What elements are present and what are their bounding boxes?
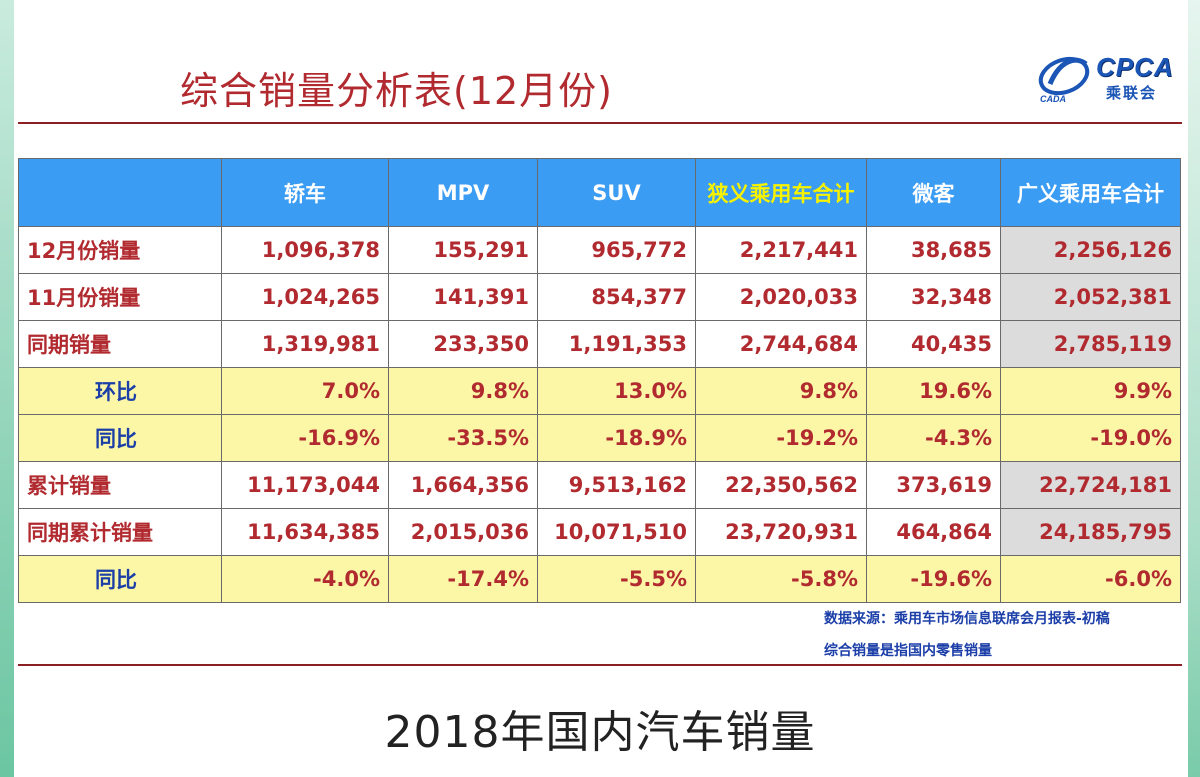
table-cell: -5.5% — [537, 555, 696, 603]
table-cell: 10,071,510 — [537, 508, 696, 556]
table-cell: 2,785,119 — [1000, 320, 1181, 368]
table-cell: 9.9% — [1000, 367, 1181, 415]
top-divider — [18, 122, 1182, 124]
table-cell: -18.9% — [537, 414, 696, 462]
table-cell: -4.0% — [221, 555, 389, 603]
header-cell-sedan: 轿车 — [221, 158, 389, 227]
table-row: 同期累计销量 11,634,385 2,015,036 10,071,510 2… — [18, 508, 1181, 556]
table-cell: 2,015,036 — [388, 508, 538, 556]
table-cell: 233,350 — [388, 320, 538, 368]
table-row: 12月份销量 1,096,378 155,291 965,772 2,217,4… — [18, 226, 1181, 274]
cpca-logo-icon: CADA — [1038, 56, 1090, 104]
table-cell: -33.5% — [388, 414, 538, 462]
row-label: 同比 — [18, 414, 222, 462]
table-cell: 141,391 — [388, 273, 538, 321]
row-label: 11月份销量 — [18, 273, 222, 321]
definition-note: 综合销量是指国内零售销量 — [824, 643, 992, 659]
table-cell: 1,319,981 — [221, 320, 389, 368]
table-cell: 2,744,684 — [695, 320, 867, 368]
bottom-divider — [18, 664, 1182, 666]
row-label: 同期累计销量 — [18, 508, 222, 556]
header-cell-narrow-total: 狭义乘用车合计 — [695, 158, 867, 227]
page-title: 综合销量分析表(12月份) — [180, 69, 614, 113]
table-cell: 1,191,353 — [537, 320, 696, 368]
table-cell: 11,634,385 — [221, 508, 389, 556]
table-cell: -19.2% — [695, 414, 867, 462]
row-label: 12月份销量 — [18, 226, 222, 274]
table-cell: 2,256,126 — [1000, 226, 1181, 274]
table-cell: -4.3% — [866, 414, 1001, 462]
left-accent-bar — [0, 0, 14, 777]
sales-analysis-table: 轿车 MPV SUV 狭义乘用车合计 微客 广义乘用车合计 12月份销量 1,0… — [18, 158, 1181, 603]
table-cell: 155,291 — [388, 226, 538, 274]
header-cell-broad-total: 广义乘用车合计 — [1000, 158, 1181, 227]
table-cell: 19.6% — [866, 367, 1001, 415]
header-cell-mpv: MPV — [388, 158, 538, 227]
table-cell: 373,619 — [866, 461, 1001, 509]
table-row: 累计销量 11,173,044 1,664,356 9,513,162 22,3… — [18, 461, 1181, 509]
table-cell: -16.9% — [221, 414, 389, 462]
logo-text: CPCA — [1096, 52, 1174, 82]
table-cell: 2,052,381 — [1000, 273, 1181, 321]
table-cell: 9.8% — [388, 367, 538, 415]
table-cell: -17.4% — [388, 555, 538, 603]
data-source-note: 数据来源：乘用车市场信息联席会月报表-初稿 — [824, 611, 1110, 627]
logo-mark-text: CADA — [1040, 94, 1066, 104]
table-cell: 7.0% — [221, 367, 389, 415]
table-cell: 965,772 — [537, 226, 696, 274]
table-cell: -5.8% — [695, 555, 867, 603]
table-cell: 24,185,795 — [1000, 508, 1181, 556]
table-cell: -19.6% — [866, 555, 1001, 603]
table-cell: 13.0% — [537, 367, 696, 415]
image-caption: 2018年国内汽车销量 — [384, 707, 816, 758]
table-cell: -19.0% — [1000, 414, 1181, 462]
table-cell: 1,664,356 — [388, 461, 538, 509]
header-cell-suv: SUV — [537, 158, 696, 227]
table-row: 同期销量 1,319,981 233,350 1,191,353 2,744,6… — [18, 320, 1181, 368]
table-cell: 22,724,181 — [1000, 461, 1181, 509]
table-header-row: 轿车 MPV SUV 狭义乘用车合计 微客 广义乘用车合计 — [18, 158, 1181, 227]
logo-cn-text: 乘联会 — [1106, 84, 1158, 102]
table-row: 同比 -16.9% -33.5% -18.9% -19.2% -4.3% -19… — [18, 414, 1181, 462]
table-cell: 9.8% — [695, 367, 867, 415]
table-row: 同比 -4.0% -17.4% -5.5% -5.8% -19.6% -6.0% — [18, 555, 1181, 603]
row-label: 累计销量 — [18, 461, 222, 509]
table-cell: -6.0% — [1000, 555, 1181, 603]
header-cell-blank — [18, 158, 222, 227]
table-cell: 23,720,931 — [695, 508, 867, 556]
cpca-logo: CADA CPCA 乘联会 — [1036, 50, 1186, 106]
table-cell: 2,020,033 — [695, 273, 867, 321]
table-cell: 854,377 — [537, 273, 696, 321]
header-cell-minivan: 微客 — [866, 158, 1001, 227]
table-cell: 11,173,044 — [221, 461, 389, 509]
row-label: 同期销量 — [18, 320, 222, 368]
table-cell: 9,513,162 — [537, 461, 696, 509]
table-cell: 32,348 — [866, 273, 1001, 321]
table-cell: 1,096,378 — [221, 226, 389, 274]
table-cell: 38,685 — [866, 226, 1001, 274]
right-accent-bar — [1188, 0, 1200, 777]
table-cell: 1,024,265 — [221, 273, 389, 321]
table-row: 11月份销量 1,024,265 141,391 854,377 2,020,0… — [18, 273, 1181, 321]
table-cell: 22,350,562 — [695, 461, 867, 509]
table-cell: 40,435 — [866, 320, 1001, 368]
row-label: 环比 — [18, 367, 222, 415]
row-label: 同比 — [18, 555, 222, 603]
table-row: 环比 7.0% 9.8% 13.0% 9.8% 19.6% 9.9% — [18, 367, 1181, 415]
table-cell: 464,864 — [866, 508, 1001, 556]
table-cell: 2,217,441 — [695, 226, 867, 274]
